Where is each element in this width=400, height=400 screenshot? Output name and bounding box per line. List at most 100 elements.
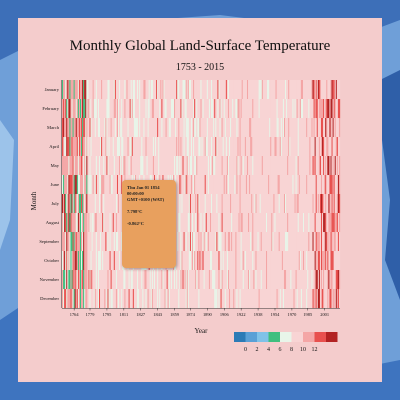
heatmap-cell[interactable] xyxy=(189,232,192,252)
heatmap-cell[interactable] xyxy=(220,80,222,100)
heatmap-cell[interactable] xyxy=(295,251,297,271)
heatmap-cell[interactable] xyxy=(226,99,229,119)
heatmap-cell[interactable] xyxy=(186,137,188,157)
heatmap-cell[interactable] xyxy=(70,213,72,233)
heatmap-cell[interactable] xyxy=(193,175,195,195)
heatmap-cell[interactable] xyxy=(266,289,268,309)
heatmap-cell[interactable] xyxy=(159,156,161,176)
heatmap-cell[interactable] xyxy=(271,118,273,138)
heatmap-cell[interactable] xyxy=(65,137,67,157)
heatmap-cell[interactable] xyxy=(69,137,71,157)
heatmap-cell[interactable] xyxy=(193,118,195,138)
heatmap-cell[interactable] xyxy=(92,156,94,176)
heatmap-cell[interactable] xyxy=(204,289,206,309)
heatmap-cell[interactable] xyxy=(244,99,247,119)
heatmap-cell[interactable] xyxy=(130,118,132,138)
heatmap-cell[interactable] xyxy=(328,213,330,233)
heatmap-cell[interactable] xyxy=(261,99,263,119)
heatmap-cell[interactable] xyxy=(227,251,230,271)
heatmap-cell[interactable] xyxy=(162,137,164,157)
heatmap-cell[interactable] xyxy=(260,80,262,100)
heatmap-cell[interactable] xyxy=(186,99,188,119)
heatmap-cell[interactable] xyxy=(336,156,339,176)
heatmap-cell[interactable] xyxy=(132,156,135,176)
heatmap-cell[interactable] xyxy=(315,99,317,119)
heatmap-cell[interactable] xyxy=(77,137,80,157)
heatmap-cell[interactable] xyxy=(94,270,96,290)
heatmap-cell[interactable] xyxy=(181,80,183,100)
heatmap-cell[interactable] xyxy=(243,118,246,138)
heatmap-cell[interactable] xyxy=(120,156,122,176)
heatmap-cell[interactable] xyxy=(329,232,331,252)
heatmap-cell[interactable] xyxy=(77,118,80,138)
heatmap-cell[interactable] xyxy=(212,80,214,100)
heatmap-cell[interactable] xyxy=(187,99,189,119)
heatmap-cell[interactable] xyxy=(152,289,155,309)
heatmap-cell[interactable] xyxy=(198,99,200,119)
heatmap-cell[interactable] xyxy=(295,137,297,157)
heatmap-cell[interactable] xyxy=(215,137,217,157)
heatmap-cell[interactable] xyxy=(199,289,201,309)
heatmap-cell[interactable] xyxy=(93,289,95,309)
heatmap-cell[interactable] xyxy=(145,137,147,157)
heatmap-cell[interactable] xyxy=(320,175,323,195)
heatmap-cell[interactable] xyxy=(307,213,309,233)
heatmap-cell[interactable] xyxy=(101,289,103,309)
heatmap-cell[interactable] xyxy=(177,289,179,309)
heatmap-cell[interactable] xyxy=(200,289,202,309)
heatmap-cell[interactable] xyxy=(276,270,278,290)
heatmap-cell[interactable] xyxy=(307,175,309,195)
heatmap-cell[interactable] xyxy=(269,194,271,214)
heatmap-cell[interactable] xyxy=(106,232,108,252)
heatmap-cell[interactable] xyxy=(288,270,290,290)
heatmap-cell[interactable] xyxy=(277,175,279,195)
heatmap-cell[interactable] xyxy=(187,213,189,233)
heatmap-cell[interactable] xyxy=(266,270,268,290)
heatmap-cell[interactable] xyxy=(301,118,304,138)
heatmap-cell[interactable] xyxy=(334,213,336,233)
heatmap-cell[interactable] xyxy=(257,270,259,290)
heatmap-cell[interactable] xyxy=(251,194,253,214)
heatmap-cell[interactable] xyxy=(71,99,73,119)
heatmap-cell[interactable] xyxy=(220,118,222,138)
heatmap-cell[interactable] xyxy=(258,99,260,119)
heatmap-cell[interactable] xyxy=(62,156,64,176)
heatmap-cell[interactable] xyxy=(316,251,318,271)
heatmap-cell[interactable] xyxy=(257,213,259,233)
heatmap-cell[interactable] xyxy=(238,194,240,214)
heatmap-cell[interactable] xyxy=(109,137,111,157)
heatmap-cell[interactable] xyxy=(251,213,253,233)
heatmap-cell[interactable] xyxy=(131,118,133,138)
heatmap-cell[interactable] xyxy=(316,156,318,176)
heatmap-cell[interactable] xyxy=(286,137,288,157)
heatmap-cell[interactable] xyxy=(176,80,178,100)
heatmap-cell[interactable] xyxy=(226,175,229,195)
heatmap-cell[interactable] xyxy=(237,80,239,100)
heatmap-cell[interactable] xyxy=(82,99,84,119)
heatmap-cell[interactable] xyxy=(219,137,221,157)
heatmap-cell[interactable] xyxy=(300,175,303,195)
heatmap-cell[interactable] xyxy=(320,118,323,138)
heatmap-cell[interactable] xyxy=(184,194,186,214)
heatmap-cell[interactable] xyxy=(208,270,211,290)
heatmap-cell[interactable] xyxy=(213,232,215,252)
heatmap-cell[interactable] xyxy=(133,289,136,309)
heatmap-cell[interactable] xyxy=(122,156,124,176)
heatmap-cell[interactable] xyxy=(270,137,272,157)
heatmap-cell[interactable] xyxy=(311,289,313,309)
heatmap-cell[interactable] xyxy=(297,156,299,176)
heatmap-cell[interactable] xyxy=(306,270,308,290)
heatmap-cell[interactable] xyxy=(88,137,90,157)
heatmap-cell[interactable] xyxy=(146,270,148,290)
heatmap-cell[interactable] xyxy=(313,232,315,252)
heatmap-cell[interactable] xyxy=(234,80,236,100)
heatmap-cell[interactable] xyxy=(206,156,209,176)
heatmap-cell[interactable] xyxy=(299,175,302,195)
heatmap-cell[interactable] xyxy=(123,99,125,119)
heatmap-cell[interactable] xyxy=(130,137,132,157)
heatmap-cell[interactable] xyxy=(201,289,203,309)
heatmap-cell[interactable] xyxy=(109,80,111,100)
heatmap-cell[interactable] xyxy=(85,156,87,176)
heatmap-cell[interactable] xyxy=(175,80,177,100)
heatmap-cell[interactable] xyxy=(261,175,263,195)
